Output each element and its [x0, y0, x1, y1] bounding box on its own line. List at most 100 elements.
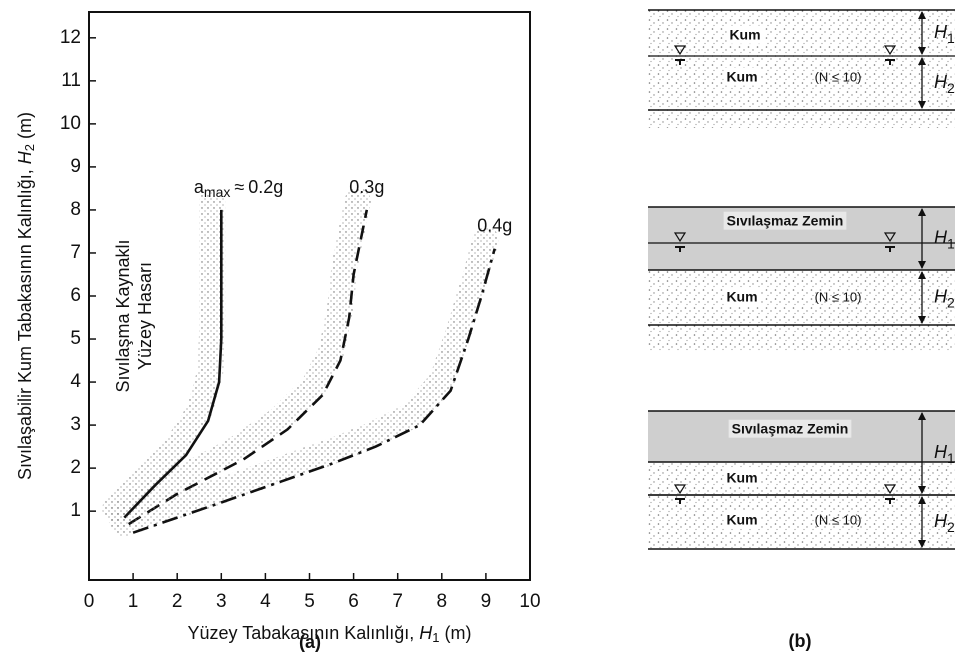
text-part: ≈: [234, 177, 244, 197]
x-tick-label: 9: [481, 591, 492, 612]
text-part: H: [419, 623, 433, 643]
stipple-band: [102, 187, 226, 522]
water-table-symbol: [883, 232, 897, 243]
text-part: Sıvılaşabilir Kum Tabakasının Kalınlığı,: [15, 169, 35, 480]
annotation: Sıvılaşma Kaynaklı: [113, 239, 133, 392]
y-tick-label: 9: [70, 156, 81, 177]
y-tick-label: 12: [60, 27, 81, 48]
arrow-head: [918, 47, 926, 55]
text-part: H: [934, 442, 948, 462]
layer-note: (N ≤ 10): [815, 69, 862, 84]
layer-label: Kum: [729, 27, 760, 43]
stipple-band: [106, 187, 371, 529]
x-tick-label: 0: [84, 591, 95, 612]
text-part: Yüzey Tabakasının Kalınlığı,: [187, 623, 414, 643]
arrow-head: [918, 496, 926, 504]
text-part: 0.2g: [248, 177, 283, 197]
text-part: H: [934, 22, 948, 42]
layer-note: (N ≤ 10): [815, 289, 862, 304]
text-part: (m): [445, 623, 472, 643]
curve-label: amax ≈0.2g: [194, 177, 283, 200]
text-part: 1: [947, 235, 955, 251]
y-tick-label: 2: [70, 457, 81, 478]
water-table-symbol: [673, 232, 687, 243]
arrow-head: [918, 486, 926, 494]
text-part: 1: [947, 450, 955, 466]
dimension-label: H1: [934, 22, 955, 46]
arrow-head: [918, 261, 926, 269]
text-part: 2: [22, 144, 37, 151]
text-part: H: [934, 286, 948, 306]
water-table-symbol: [673, 484, 687, 495]
label-bg: [723, 510, 761, 529]
y-tick-label: 6: [70, 285, 81, 306]
dimension-label: H2: [934, 286, 955, 310]
water-table-symbol: [883, 45, 897, 56]
label-bg: [726, 25, 764, 44]
y-tick-label: 3: [70, 414, 81, 435]
text-part: H: [934, 72, 948, 92]
x-tick-label: 5: [304, 591, 315, 612]
layer-label: Kum: [726, 470, 757, 486]
layer-label: Sıvılaşmaz Zemin: [732, 421, 849, 437]
arrow-head: [918, 412, 926, 420]
arrow-head: [918, 316, 926, 324]
layer-label: Sıvılaşmaz Zemin: [727, 213, 844, 229]
text-part: 2: [947, 519, 955, 535]
text-part: H: [934, 511, 948, 531]
water-table-symbol: [883, 484, 897, 495]
panel-label: (b): [789, 631, 812, 651]
y-tick-label: 1: [70, 500, 81, 521]
layer-label: Kum: [726, 69, 757, 85]
text-part: 1: [432, 630, 439, 645]
text-part: H: [15, 150, 35, 164]
dimension-label: H2: [934, 511, 955, 535]
label-bg: [723, 468, 761, 487]
label-bg: [723, 67, 761, 86]
arrow-head: [918, 271, 926, 279]
y-tick-label: 10: [60, 113, 81, 134]
text-part: (m): [15, 112, 35, 139]
stipple-band: [111, 226, 499, 537]
label-bg: [723, 287, 761, 306]
x-tick-label: 7: [392, 591, 403, 612]
y-tick-label: 4: [70, 371, 81, 392]
x-tick-label: 4: [260, 591, 271, 612]
y-tick-label: 8: [70, 199, 81, 220]
x-axis-label: Yüzey Tabakasının Kalınlığı, H1 (m): [187, 623, 471, 646]
arrow-head: [918, 208, 926, 216]
x-tick-label: 8: [437, 591, 448, 612]
text-part: 2: [947, 80, 955, 96]
water-table-symbol: [673, 45, 687, 56]
x-tick-label: 6: [348, 591, 359, 612]
panel-label: (a): [299, 632, 321, 652]
arrow-head: [918, 57, 926, 65]
arrow-head: [918, 11, 926, 19]
arrow-head: [918, 540, 926, 548]
text-part: 2: [947, 294, 955, 310]
annotation: Yüzey Hasarı: [135, 262, 155, 370]
y-tick-label: 11: [61, 70, 81, 91]
text-part: max: [204, 184, 230, 200]
x-tick-label: 1: [128, 591, 139, 612]
x-tick-label: 3: [216, 591, 227, 612]
y-axis-label: Sıvılaşabilir Kum Tabakasının Kalınlığı,…: [15, 112, 38, 480]
x-tick-label: 10: [519, 591, 540, 612]
text-part: a: [194, 177, 205, 197]
layer-label: Kum: [726, 512, 757, 528]
curve: [132, 248, 496, 534]
curve-label: 0.3g: [349, 177, 384, 197]
curve: [128, 209, 369, 526]
y-tick-label: 5: [70, 328, 81, 349]
soil-sand: [648, 10, 955, 128]
dimension-label: H1: [934, 227, 955, 251]
layer-label: Kum: [726, 289, 757, 305]
y-tick-label: 7: [70, 242, 81, 263]
layer-note: (N ≤ 10): [815, 512, 862, 527]
label-bg: [723, 211, 847, 230]
x-tick-label: 2: [172, 591, 183, 612]
text-part: 1: [947, 30, 955, 46]
curve-label: 0.4g: [477, 215, 512, 235]
label-bg: [728, 419, 852, 438]
